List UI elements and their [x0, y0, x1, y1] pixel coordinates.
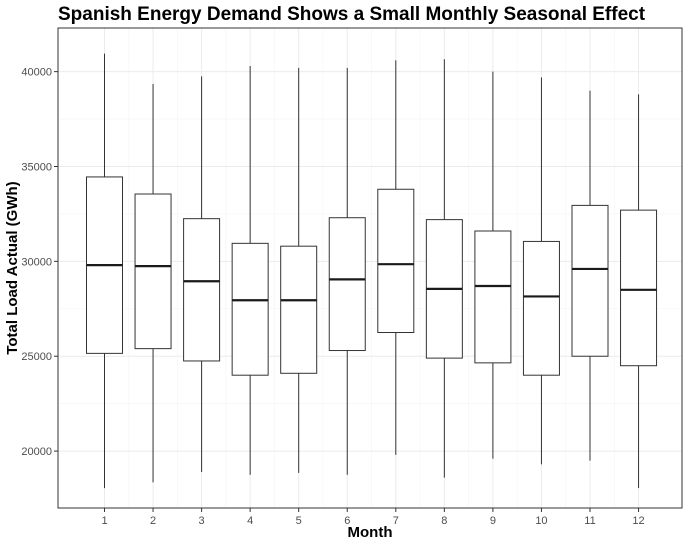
x-axis: 1 2 3 4 5 6 7 8 9 10 11 12: [101, 508, 645, 527]
x-tick-label: 8: [441, 515, 447, 527]
iqr-box: [134, 193, 172, 350]
box-month-7: [377, 60, 415, 455]
x-tick-label: 10: [535, 515, 547, 527]
box-month-9: [474, 71, 512, 459]
x-tick-label: 3: [199, 515, 205, 527]
y-tick-label: 25000: [21, 351, 52, 363]
iqr-box: [620, 209, 658, 367]
y-tick-label: 35000: [21, 161, 52, 173]
box-month-12: [620, 94, 658, 489]
y-tick-label: 30000: [21, 256, 52, 268]
x-tick-label: 2: [150, 515, 156, 527]
box-month-10: [522, 77, 560, 465]
iqr-box: [571, 204, 609, 357]
x-tick-label: 9: [490, 515, 496, 527]
boxes: [86, 53, 658, 489]
box-month-4: [231, 65, 269, 475]
y-axis-title: Total Load Actual (GWh): [4, 181, 21, 354]
box-month-11: [571, 90, 609, 461]
box-month-8: [425, 59, 463, 478]
iqr-box: [183, 218, 221, 362]
iqr-box: [328, 217, 366, 352]
y-tick-label: 40000: [21, 67, 52, 79]
x-tick-label: 4: [247, 515, 253, 527]
box-month-6: [328, 67, 366, 475]
x-tick-label: 7: [393, 515, 399, 527]
x-tick-label: 12: [632, 515, 644, 527]
y-axis: 20000 25000 30000 35000 40000: [21, 67, 58, 458]
x-tick-label: 5: [296, 515, 302, 527]
x-tick-label: 11: [584, 515, 595, 527]
iqr-box: [377, 188, 415, 334]
panel-border: [57, 27, 683, 509]
iqr-box: [474, 230, 512, 364]
chart-title: Spanish Energy Demand Shows a Small Mont…: [58, 4, 646, 25]
x-tick-label: 1: [101, 515, 107, 527]
x-axis-title: Month: [348, 524, 393, 541]
iqr-box: [231, 242, 269, 376]
box-month-5: [280, 67, 318, 473]
box-month-1: [86, 53, 123, 489]
box-month-3: [183, 76, 221, 472]
iqr-box: [522, 240, 560, 376]
x-tick-label: 6: [344, 515, 350, 527]
y-tick-label: 20000: [21, 446, 52, 458]
iqr-box: [280, 245, 318, 374]
box-month-2: [134, 83, 172, 483]
